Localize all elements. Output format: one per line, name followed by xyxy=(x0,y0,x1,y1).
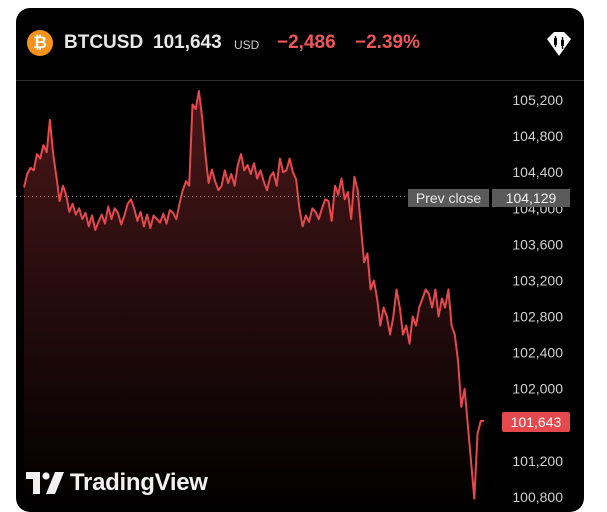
logo-text: TradingView xyxy=(70,469,208,496)
prev-close-label: Prev close xyxy=(408,189,489,207)
change-percent: −2.39% xyxy=(355,32,420,53)
header-divider xyxy=(16,80,584,81)
currency-unit: USD xyxy=(234,38,260,52)
y-axis-ticks: 105,200104,800104,400104,000103,600103,2… xyxy=(512,92,563,505)
y-tick-label: 104,800 xyxy=(512,128,563,144)
header: ₿ BTCUSD 101,643 USD −2,486 −2.39% xyxy=(16,8,584,80)
candlestick-badge-icon[interactable] xyxy=(543,28,575,60)
bitcoin-icon: ₿ xyxy=(27,30,53,56)
price-line xyxy=(23,90,484,500)
y-tick-label: 105,200 xyxy=(512,92,563,108)
tradingview-logo[interactable]: TradingView xyxy=(26,468,208,498)
y-tick-label: 102,000 xyxy=(512,381,563,397)
prev-close-value: 104,129 xyxy=(492,189,570,207)
y-tick-label: 102,400 xyxy=(512,345,563,361)
y-tick-label: 103,200 xyxy=(512,272,563,288)
y-tick-label: 100,800 xyxy=(512,489,563,505)
change-value: −2,486 xyxy=(277,32,336,53)
y-tick-label: 104,400 xyxy=(512,164,563,180)
y-tick-label: 102,800 xyxy=(512,309,563,325)
y-tick-label: 101,200 xyxy=(512,453,563,469)
price: 101,643 xyxy=(153,32,222,53)
chart-widget: 105,200 104,800 104,400 104,000 103,600 103,2… xyxy=(16,8,584,512)
y-tick-label: 103,600 xyxy=(512,236,563,252)
price-chart: 105,200104,800104,400104,000103,600103,2… xyxy=(16,90,563,512)
symbol[interactable]: BTCUSD xyxy=(64,32,144,53)
tradingview-logo-icon xyxy=(26,472,64,494)
price-area xyxy=(24,91,484,512)
last-price-label: 101,643 xyxy=(502,412,570,432)
